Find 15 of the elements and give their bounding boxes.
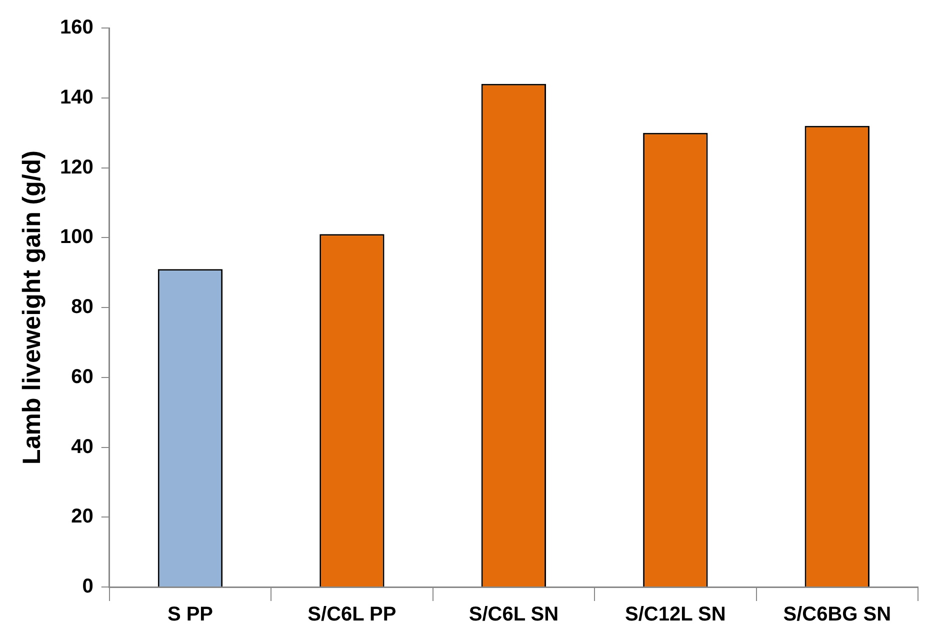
y-tick-label: 40 xyxy=(71,436,94,458)
y-tick-label: 0 xyxy=(82,576,94,598)
y-tick-label: 100 xyxy=(60,226,94,248)
y-tick-label: 80 xyxy=(71,296,94,318)
y-tick-label: 60 xyxy=(71,366,94,388)
y-tick-label: 160 xyxy=(60,16,94,39)
y-tick-label: 20 xyxy=(71,506,94,528)
x-tick-label: S/C6L PP xyxy=(308,604,396,626)
y-axis-title: Lamb liveweight gain (g/d) xyxy=(18,150,46,464)
x-tick-label: S PP xyxy=(167,604,214,626)
y-tick-label: 140 xyxy=(60,86,94,108)
x-tick-label: S/C12L SN xyxy=(625,604,726,626)
x-tick-label: S/C6BG SN xyxy=(783,604,892,626)
y-tick-label: 120 xyxy=(60,156,94,178)
x-tick-label: S/C6L SN xyxy=(468,604,559,626)
